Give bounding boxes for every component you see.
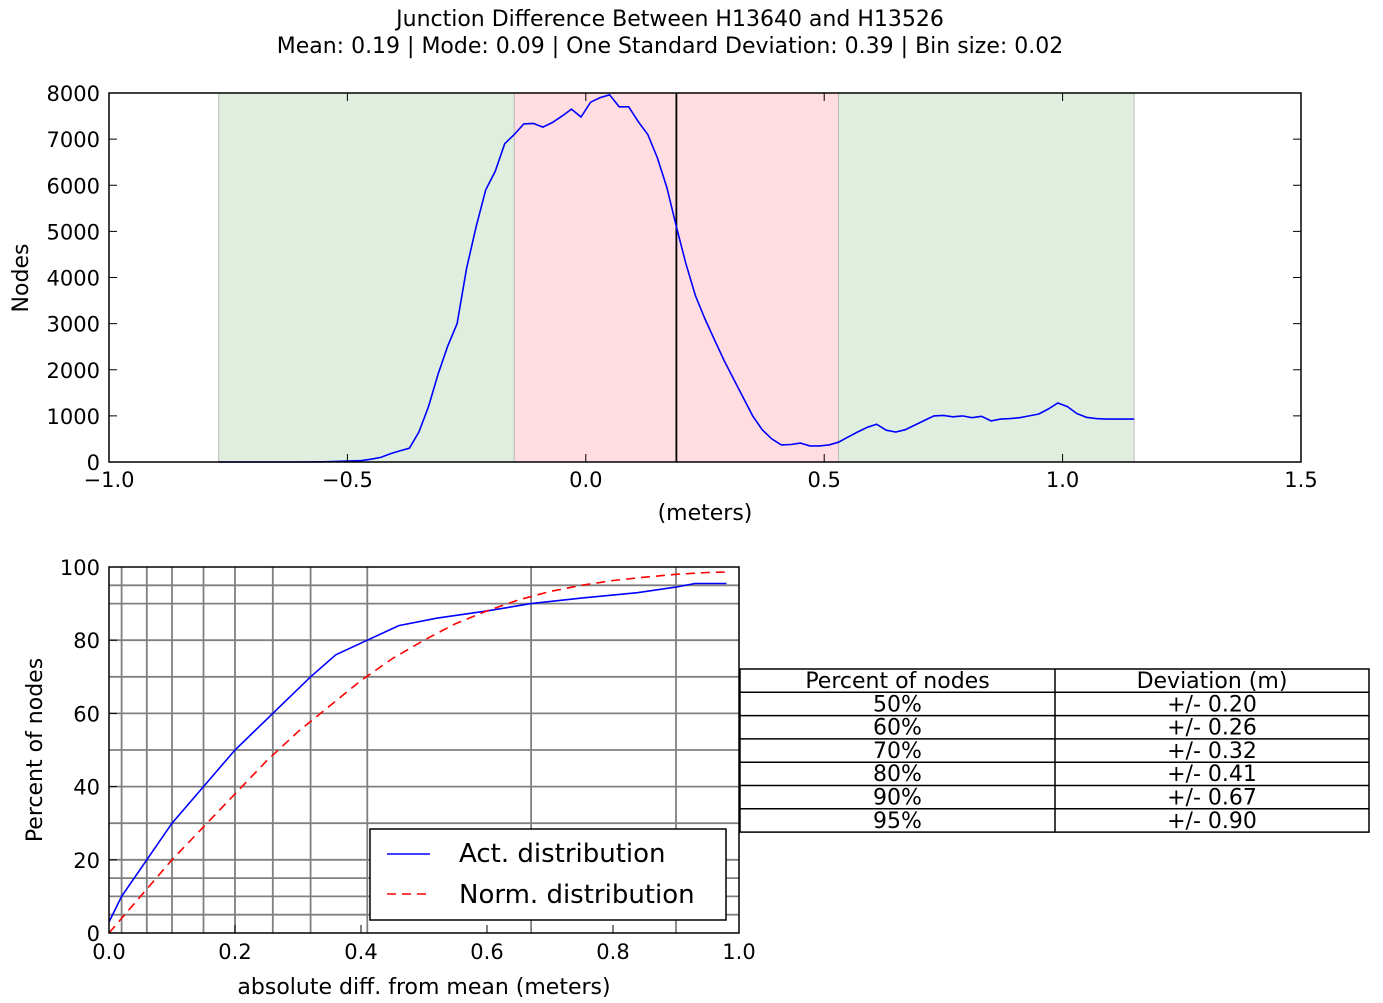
x-tick-label: 1.0 [722, 940, 755, 964]
x-tick-label: 0.8 [596, 940, 629, 964]
y-tick-label: 60 [73, 702, 100, 726]
chart-title: Junction Difference Between H13640 and H… [394, 7, 944, 32]
x-tick-label: 0.0 [92, 940, 125, 964]
table-cell-deviation: +/- 0.20 [1167, 692, 1257, 717]
cumulative-chart: 0.0 0.2 0.4 0.6 0.8 1.0 0 20 40 60 80 100 absolute … [23, 556, 756, 1000]
cumulative-plot [108, 571, 727, 934]
legend-box [369, 828, 727, 921]
table-cell-deviation: +/- 0.41 [1167, 762, 1257, 787]
norm-distribution-line [108, 571, 727, 934]
x-tick-label: 0.6 [470, 940, 503, 964]
cumulative-ticks: 0.0 0.2 0.4 0.6 0.8 1.0 0 20 40 60 80 100 [60, 556, 756, 964]
table-cell-deviation: +/- 0.90 [1167, 809, 1257, 834]
band-2 [838, 92, 1135, 463]
table-header-cell: Percent of nodes [805, 669, 989, 694]
x-tick-label: 1.0 [1046, 468, 1079, 492]
y-tick-label: 3000 [47, 313, 100, 337]
y-tick-label: 2000 [47, 359, 100, 383]
y-tick-label: 6000 [47, 174, 100, 198]
y-tick-label: 100 [60, 556, 100, 580]
x-tick-label: 0.2 [218, 940, 251, 964]
y-tick-label: 7000 [47, 128, 100, 152]
histogram-ticks: −1.0 −0.5 0.0 0.5 1.0 1.5 0 1000 2000 3000 4000 500… [47, 82, 1318, 492]
deviation-table: Percent of nodes Deviation (m) 50% +/- 0.20… [739, 668, 1370, 834]
table-cell-deviation: +/- 0.67 [1167, 786, 1257, 811]
cumulative-xlabel: absolute diff. from mean (meters) [237, 975, 610, 1000]
histogram-xlabel: (meters) [658, 501, 753, 526]
y-tick-label: 8000 [47, 82, 100, 106]
cumulative-ylabel: Percent of nodes [23, 658, 48, 842]
x-tick-label: 0.5 [807, 468, 840, 492]
band-0 [218, 92, 515, 463]
histogram-ylabel: Nodes [9, 244, 34, 313]
histogram-chart: −1.0 −0.5 0.0 0.5 1.0 1.5 0 1000 2000 3000 4000 500… [9, 82, 1318, 526]
table-cell-deviation: +/- 0.26 [1167, 716, 1257, 741]
table-cell-percent: 80% [873, 762, 922, 787]
legend-act-label: Act. distribution [459, 839, 666, 869]
cumulative-frame [108, 566, 740, 934]
y-tick-label: 1000 [47, 405, 100, 429]
act-distribution-line [108, 582, 727, 923]
table-cell-deviation: +/- 0.32 [1167, 739, 1257, 764]
y-tick-label: 80 [73, 629, 100, 653]
table-cell-percent: 95% [873, 809, 922, 834]
y-tick-label: 5000 [47, 220, 100, 244]
y-tick-label: 40 [73, 776, 100, 800]
x-tick-label: −0.5 [322, 468, 373, 492]
table-cell-percent: 90% [873, 786, 922, 811]
table-cell-percent: 60% [873, 716, 922, 741]
x-tick-label: −1.0 [84, 468, 135, 492]
y-tick-label: 4000 [47, 267, 100, 291]
y-tick-label: 20 [73, 849, 100, 873]
legend: Act. distribution Norm. distribution [369, 828, 727, 921]
x-tick-label: 0.4 [344, 940, 377, 964]
histogram-plot [218, 93, 1135, 463]
x-tick-label: 0.0 [569, 468, 602, 492]
table-cell-percent: 70% [873, 739, 922, 764]
y-tick-label: 0 [87, 922, 100, 946]
chart-subtitle: Mean: 0.19 | Mode: 0.09 | One Standard D… [277, 34, 1064, 59]
y-tick-label: 0 [87, 451, 100, 475]
table-header-cell: Deviation (m) [1137, 669, 1288, 694]
x-tick-label: 1.5 [1284, 468, 1317, 492]
legend-norm-label: Norm. distribution [459, 880, 695, 910]
histogram-series-line [218, 93, 1135, 463]
table-cell-percent: 50% [873, 692, 922, 717]
